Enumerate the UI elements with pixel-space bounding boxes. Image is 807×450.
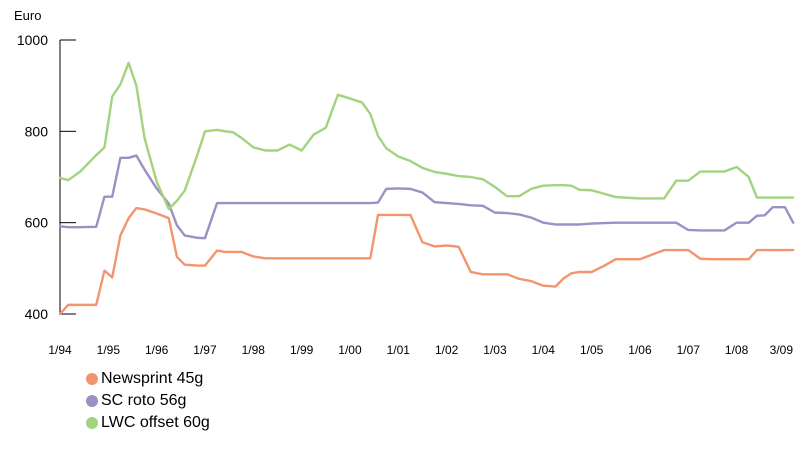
x-axis: 1/94 1/95 1/96 1/97 1/98 1/99 1/00 1/01 1/02 1/03… <box>48 343 793 357</box>
x-tick-label: 1/01 <box>387 343 411 357</box>
y-tick-label: 1000 <box>17 32 48 48</box>
x-tick-label: 1/94 <box>48 343 72 357</box>
series-lines <box>58 61 795 316</box>
legend-label-newsprint: Newsprint 45g <box>101 370 204 387</box>
y-tick-label: 800 <box>25 123 49 139</box>
legend-dot-sc-roto <box>86 395 98 407</box>
y-axis-label: Euro <box>14 8 41 23</box>
x-tick-label: 1/99 <box>290 343 314 357</box>
y-axis: 400 600 800 1000 <box>17 32 76 322</box>
x-tick-label: 1/98 <box>242 343 266 357</box>
x-tick-label: 1/06 <box>628 343 652 357</box>
series-line-1 <box>58 206 795 316</box>
legend-dot-newsprint <box>86 373 98 385</box>
x-tick-label: 3/09 <box>770 343 794 357</box>
series-line-2 <box>58 154 795 240</box>
x-tick-label: 1/08 <box>725 343 749 357</box>
legend-item-sc-roto: SC roto 56g <box>86 390 346 412</box>
legend-item-lwc-offset: LWC offset 60g <box>86 412 346 434</box>
x-tick-label: 1/04 <box>532 343 556 357</box>
x-tick-label: 1/07 <box>677 343 701 357</box>
x-tick-label: 1/00 <box>338 343 362 357</box>
legend-dot-lwc-offset <box>86 417 98 429</box>
series-line-3 <box>58 61 795 211</box>
y-tick-label: 600 <box>25 215 49 231</box>
x-tick-label: 1/97 <box>193 343 217 357</box>
legend-label-lwc-offset: LWC offset 60g <box>101 414 210 431</box>
x-tick-label: 1/96 <box>145 343 169 357</box>
y-tick-label: 400 <box>25 306 49 322</box>
x-tick-label: 1/05 <box>580 343 604 357</box>
legend-label-sc-roto: SC roto 56g <box>101 392 187 409</box>
legend: Newsprint 45g SC roto 56g LWC offset 60g <box>86 368 346 434</box>
x-tick-label: 1/02 <box>435 343 459 357</box>
x-tick-label: 1/95 <box>97 343 121 357</box>
legend-item-newsprint: Newsprint 45g <box>86 368 346 390</box>
x-tick-label: 1/03 <box>483 343 507 357</box>
